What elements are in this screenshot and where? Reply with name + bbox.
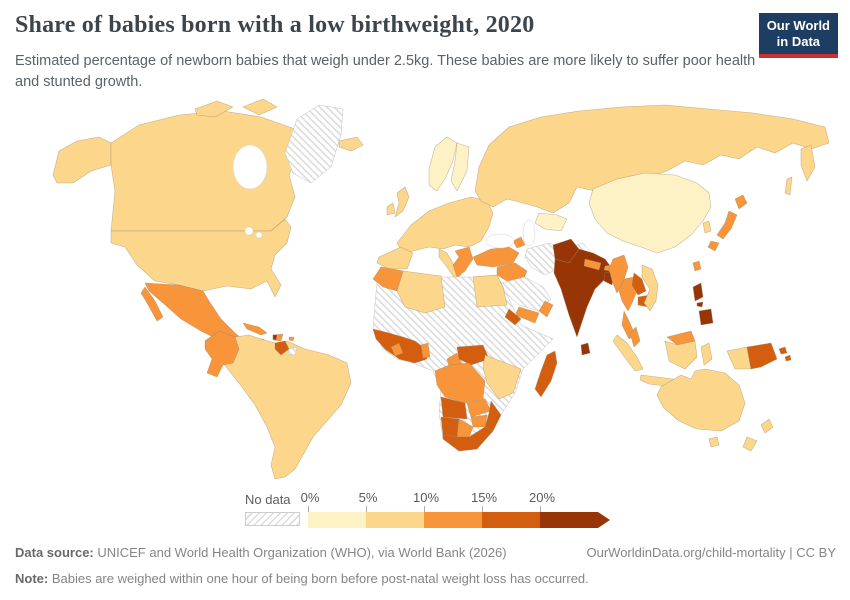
region-guyana[interactable] [274, 340, 290, 356]
region-sakhalin[interactable] [784, 176, 793, 196]
legend-no-data-label: No data [245, 492, 291, 507]
hudson-bay-water [232, 144, 268, 190]
region-usa[interactable] [110, 218, 292, 298]
region-new-zealand[interactable] [742, 418, 774, 452]
legend-segment-15-20[interactable] [482, 512, 540, 528]
region-laos[interactable] [631, 272, 647, 296]
world-choropleth-map [52, 98, 830, 480]
great-lakes-water-2 [255, 231, 263, 239]
region-benin-togo[interactable] [420, 342, 431, 359]
black-sea-water [485, 233, 515, 249]
legend-tick-label-10: 10% [412, 490, 440, 505]
region-egypt[interactable] [472, 274, 508, 308]
footer-source: Data source: UNICEF and World Health Org… [15, 545, 507, 560]
region-east-africa[interactable] [482, 354, 522, 400]
legend-tick-label-15: 15% [470, 490, 498, 505]
region-alaska[interactable] [52, 136, 112, 184]
legend-segment-5-10[interactable] [366, 512, 424, 528]
region-vietnam[interactable] [641, 264, 659, 312]
legend-segment-10-15[interactable] [424, 512, 482, 528]
region-turkey[interactable] [472, 246, 520, 268]
region-azerbaijan[interactable] [512, 236, 526, 249]
footer-source-text: UNICEF and World Health Organization (WH… [93, 545, 507, 560]
region-morocco[interactable] [372, 266, 404, 292]
legend-arrow [598, 512, 610, 528]
great-lakes-water [244, 226, 254, 236]
region-eritrea[interactable] [504, 308, 522, 326]
legend-tick-0 [308, 506, 309, 512]
chart-subtitle: Estimated percentage of newborn babies t… [15, 53, 756, 90]
region-south-korea[interactable] [702, 220, 712, 234]
region-iceland[interactable] [338, 136, 364, 152]
region-colombia-ecuador[interactable] [204, 330, 240, 378]
owid-logo-line1: Our World [766, 18, 830, 33]
region-greece-albania[interactable] [452, 246, 474, 278]
region-arctic-islands[interactable] [194, 98, 278, 118]
region-south-america[interactable] [204, 330, 352, 480]
legend-tick-20 [540, 506, 541, 512]
legend-no-data-swatch[interactable] [245, 512, 300, 526]
region-madagascar[interactable] [534, 350, 558, 398]
legend-tick-5 [366, 506, 367, 512]
region-ireland[interactable] [386, 202, 396, 216]
owid-logo[interactable]: Our World in Data [758, 13, 838, 59]
region-central-african-republic[interactable] [456, 344, 490, 366]
region-taiwan[interactable] [692, 260, 702, 272]
region-philippines[interactable] [692, 282, 714, 326]
owid-logo-line2: in Data [776, 33, 821, 49]
legend-tick-label-0: 0% [300, 490, 320, 505]
legend-tick-15 [482, 506, 483, 512]
region-oman[interactable] [538, 300, 554, 318]
region-drc[interactable] [434, 362, 486, 404]
region-japan[interactable] [707, 194, 748, 252]
region-sri-lanka[interactable] [580, 342, 591, 356]
legend-tick-label-5: 5% [358, 490, 378, 505]
footer-source-label: Data source: [15, 545, 94, 560]
footer-attribution[interactable]: OurWorldinData.org/child-mortality | CC … [586, 545, 837, 560]
region-canada[interactable] [110, 110, 300, 232]
page-title: Share of babies born with a low birthwei… [15, 12, 535, 38]
legend-tick-10 [424, 506, 425, 512]
region-scandinavia[interactable] [428, 136, 458, 192]
region-uk[interactable] [394, 186, 410, 218]
region-europe[interactable] [396, 196, 494, 254]
region-india[interactable] [553, 248, 612, 338]
footer-note-line: Note: Babies are weighed within one hour… [15, 571, 589, 586]
region-greenland[interactable] [284, 104, 344, 184]
footer-note-label: Note: [15, 571, 49, 586]
region-namibia[interactable] [440, 416, 460, 438]
caspian-sea-water [522, 219, 536, 247]
region-suriname[interactable] [287, 346, 298, 356]
region-algeria[interactable] [396, 270, 446, 314]
footer-source-line: Data source: UNICEF and World Health Org… [15, 545, 836, 560]
region-papua-new-guinea[interactable] [746, 342, 788, 370]
region-finland-baltics[interactable] [450, 142, 470, 192]
region-liberia[interactable] [390, 342, 404, 357]
region-puerto-rico[interactable] [288, 336, 295, 342]
region-kamchatka[interactable] [800, 144, 816, 182]
region-haiti[interactable] [272, 334, 278, 341]
map-legend: No data 0% 5% 10% 15% 20% [243, 490, 633, 532]
region-cuba[interactable] [242, 322, 268, 336]
legend-segment-20-plus[interactable] [540, 512, 598, 528]
footer-note-text: Babies are weighed within one hour of be… [48, 571, 589, 586]
legend-tick-label-20: 20% [528, 490, 556, 505]
region-solomon-islands[interactable] [784, 354, 792, 362]
region-australia[interactable] [656, 368, 746, 448]
region-zimbabwe[interactable] [470, 414, 488, 428]
region-china[interactable] [588, 172, 712, 254]
region-central-asia[interactable] [534, 212, 568, 232]
region-russia[interactable] [474, 104, 830, 214]
region-yemen[interactable] [514, 306, 540, 324]
region-south-africa[interactable] [442, 426, 494, 452]
legend-color-bar [308, 512, 610, 528]
region-angola[interactable] [440, 396, 468, 420]
region-iberia[interactable] [376, 246, 414, 270]
legend-segment-0-5[interactable] [308, 512, 366, 528]
region-nepal[interactable] [583, 258, 602, 271]
